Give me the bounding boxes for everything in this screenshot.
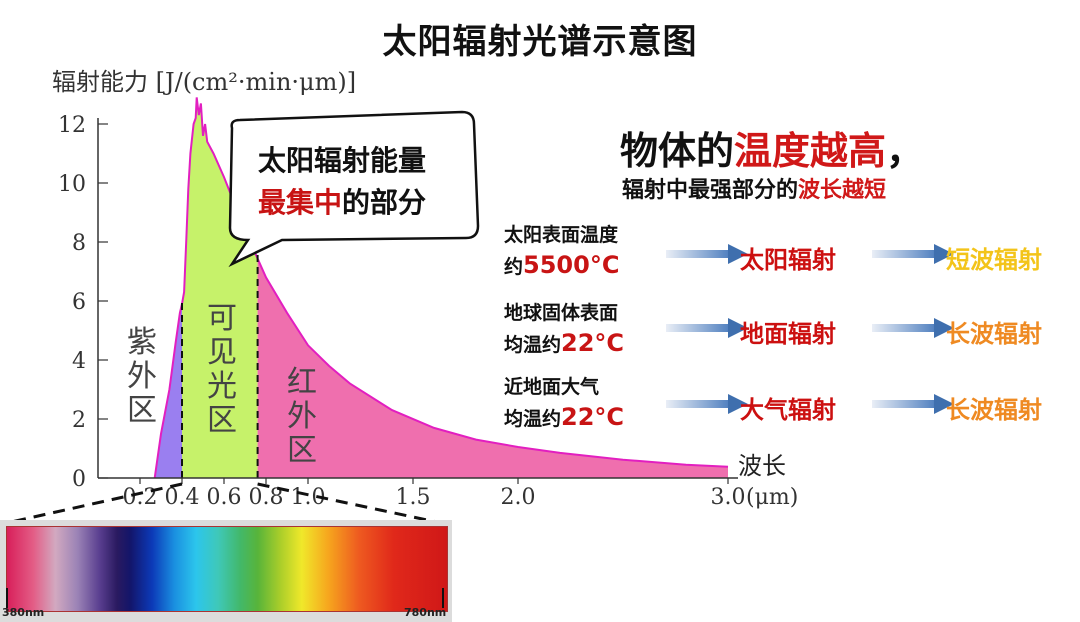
uv-region-label-char-0: 紫 <box>127 325 157 360</box>
uv-region-label-char-2: 区 <box>127 393 157 428</box>
y-tick-label-4: 8 <box>72 231 86 256</box>
x-axis-label: 波长 <box>738 452 786 480</box>
y-tick-label-3: 6 <box>72 290 86 315</box>
bubble-rest-text: 的部分 <box>342 186 427 219</box>
row-ground: 地球固体表面 均温约22°C 地面辐射 长波辐射 <box>504 298 1080 368</box>
row-mid-label: 地面辐射 <box>740 320 836 348</box>
spectrum-band <box>6 526 448 612</box>
row-desc-line2: 均温约22°C <box>504 328 624 360</box>
row-desc-prefix: 均温约 <box>504 334 562 356</box>
visible-region-label-char-2: 光 <box>207 369 237 404</box>
row-desc-line2: 均温约22°C <box>504 402 624 434</box>
row-desc-line2: 约5500°C <box>504 250 619 282</box>
row-result-label: 长波辐射 <box>946 396 1042 424</box>
y-tick-label-5: 10 <box>58 172 86 197</box>
speech-bubble-shape <box>228 110 480 268</box>
spectrum-tick-left <box>6 588 8 608</box>
chart-title: 太阳辐射光谱示意图 <box>382 22 698 62</box>
x-tick-label-7: 3.0 <box>711 485 746 510</box>
arrow-icon <box>872 394 956 414</box>
row-desc-prefix: 均温约 <box>504 408 562 430</box>
row-atmosphere: 近地面大气 均温约22°C 大气辐射 长波辐射 <box>504 372 1080 442</box>
arrow-icon <box>666 318 750 338</box>
x-tick-label-6: 2.0 <box>501 485 536 510</box>
uv-region-label-char-1: 外 <box>127 359 157 394</box>
x-unit-label: (μm) <box>746 485 798 510</box>
spectrum-guide-left <box>1 482 183 526</box>
row-result-label: 短波辐射 <box>946 246 1042 274</box>
y-tick-label-2: 4 <box>72 349 86 374</box>
x-tick-label-1: 0.4 <box>165 485 200 510</box>
headline: 物体的温度越高， <box>620 120 924 175</box>
spectrum-tick-right <box>442 588 444 608</box>
bubble-line-1: 太阳辐射能量 <box>257 144 426 177</box>
bubble-red-text: 最集中 <box>257 186 342 219</box>
region-area-1 <box>182 97 258 479</box>
headline-part-b: 温度越高 <box>734 129 887 173</box>
visible-region-label-char-3: 区 <box>207 403 237 438</box>
visible-spectrum-strip: 380nm 780nm <box>0 520 452 622</box>
x-tick-label-2: 0.6 <box>207 485 242 510</box>
y-tick-label-6: 12 <box>58 113 86 138</box>
region-area-2 <box>257 258 728 478</box>
spectrum-left-label: 380nm <box>2 606 45 619</box>
headline-part-c: ， <box>886 129 925 173</box>
headline-part-a: 物体的 <box>620 129 735 173</box>
x-tick-label-5: 1.5 <box>396 485 431 510</box>
row-sun: 太阳表面温度 约5500°C 太阳辐射 短波辐射 <box>504 220 1080 290</box>
ir-region-label-char-1: 外 <box>287 399 317 434</box>
y-tick-label-1: 2 <box>72 408 86 433</box>
row-desc: 太阳表面温度 约5500°C <box>504 220 619 282</box>
spectrum-right-label: 780nm <box>404 606 447 619</box>
arrow-icon <box>666 394 750 414</box>
subline: 辐射中最强部分的波长越短 <box>622 172 886 204</box>
arrow-icon <box>666 244 750 264</box>
subline-part-a: 辐射中最强部分的 <box>622 178 799 203</box>
visible-region-label-char-1: 见 <box>207 335 237 370</box>
spectrum-guide-right <box>257 482 447 526</box>
row-desc-prefix: 约 <box>504 256 524 278</box>
row-result-label: 长波辐射 <box>946 320 1042 348</box>
x-tick-label-0: 0.2 <box>123 485 158 510</box>
row-desc-line1: 近地面大气 <box>504 376 600 398</box>
row-temp: 22°C <box>561 329 625 357</box>
row-desc-line1: 地球固体表面 <box>504 302 619 324</box>
row-mid-label: 大气辐射 <box>740 396 836 424</box>
bubble-line-2: 最集中的部分 <box>226 182 458 224</box>
y-tick-label-0: 0 <box>72 467 86 492</box>
ir-region-label-char-0: 红 <box>287 365 317 400</box>
visible-region-label-char-0: 可 <box>207 301 237 336</box>
ir-region-label-char-2: 区 <box>287 433 317 468</box>
bubble-callout-text: 太阳辐射能量 最集中的部分 <box>226 140 458 224</box>
row-mid-label: 太阳辐射 <box>740 246 836 274</box>
row-desc-line1: 太阳表面温度 <box>504 224 619 246</box>
row-temp: 22°C <box>561 403 625 431</box>
arrow-icon <box>872 318 956 338</box>
row-temp: 5500°C <box>523 251 620 279</box>
spectrum-curve-line <box>153 97 729 479</box>
row-desc: 地球固体表面 均温约22°C <box>504 298 624 360</box>
y-axis-label: 辐射能力 [J/(cm²·min·μm)] <box>52 68 356 96</box>
row-desc: 近地面大气 均温约22°C <box>504 372 624 434</box>
arrow-icon <box>872 244 956 264</box>
subline-part-b: 波长越短 <box>798 178 887 203</box>
